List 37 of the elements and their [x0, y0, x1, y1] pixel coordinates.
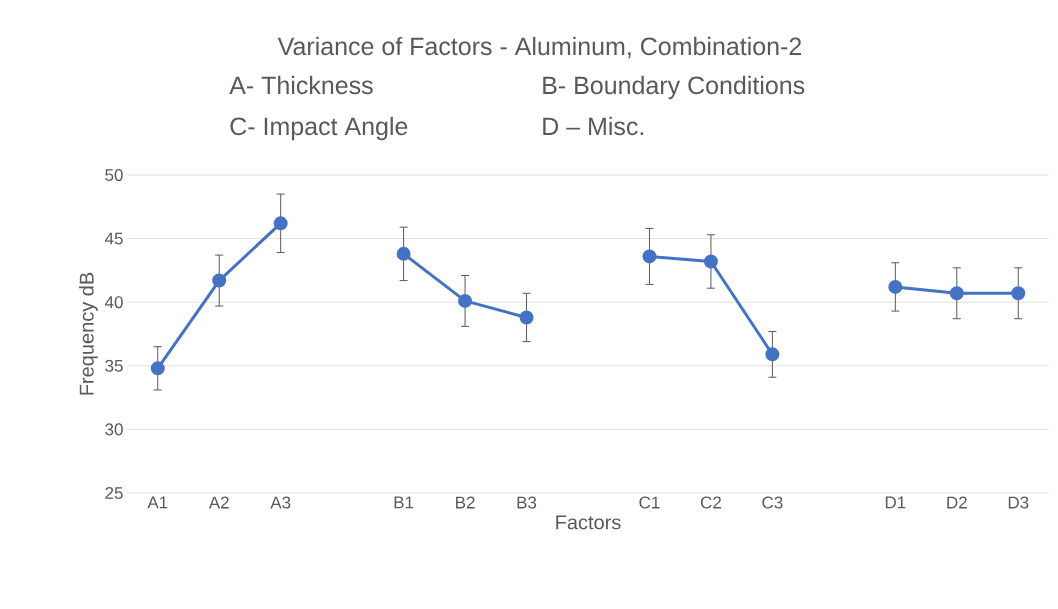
x-tick-label: A1: [147, 496, 168, 509]
x-tick-label: B2: [456, 496, 475, 509]
y-tick-label: 50: [105, 168, 123, 182]
x-tick-label: D3: [1008, 496, 1029, 509]
point: [703, 254, 718, 269]
point: [273, 216, 288, 231]
point: [212, 273, 227, 288]
text: D – Misc.: [543, 116, 644, 136]
x-tick-label: C1: [639, 496, 660, 509]
point: [458, 293, 473, 308]
point: [150, 361, 165, 376]
y-tick-label: 45: [104, 232, 123, 245]
x-tick-label: D1: [885, 496, 906, 509]
x-tick-label: D2: [947, 496, 967, 509]
x-tick-label: B1: [394, 496, 414, 509]
x-tick-label: B3: [517, 496, 537, 509]
point: [1011, 286, 1026, 301]
point: [396, 246, 411, 261]
point: [949, 286, 964, 301]
y-tick-label: 30: [105, 423, 123, 436]
point: [888, 279, 903, 294]
x-tick-label: C3: [762, 496, 783, 509]
y-tick-label: 40: [104, 296, 123, 309]
point: [519, 310, 534, 325]
point: [642, 249, 657, 264]
point: [765, 347, 780, 362]
y-axis-title: Frequency dB: [79, 272, 98, 395]
x-tick-label: A3: [270, 496, 291, 509]
x-tick-label: A2: [208, 496, 229, 509]
chart-title: Variance of Factors - Aluminum, Combination-2: [277, 36, 802, 59]
text: C- Impact Angle: [230, 116, 408, 141]
x-axis-title: Factors: [556, 515, 621, 530]
x-tick-label: C2: [700, 496, 721, 509]
y-tick-label: 35: [105, 359, 123, 372]
y-tick-label: 25: [105, 486, 123, 500]
text: A- Thickness: [229, 75, 373, 95]
text: B- Boundary Conditions: [543, 75, 805, 100]
